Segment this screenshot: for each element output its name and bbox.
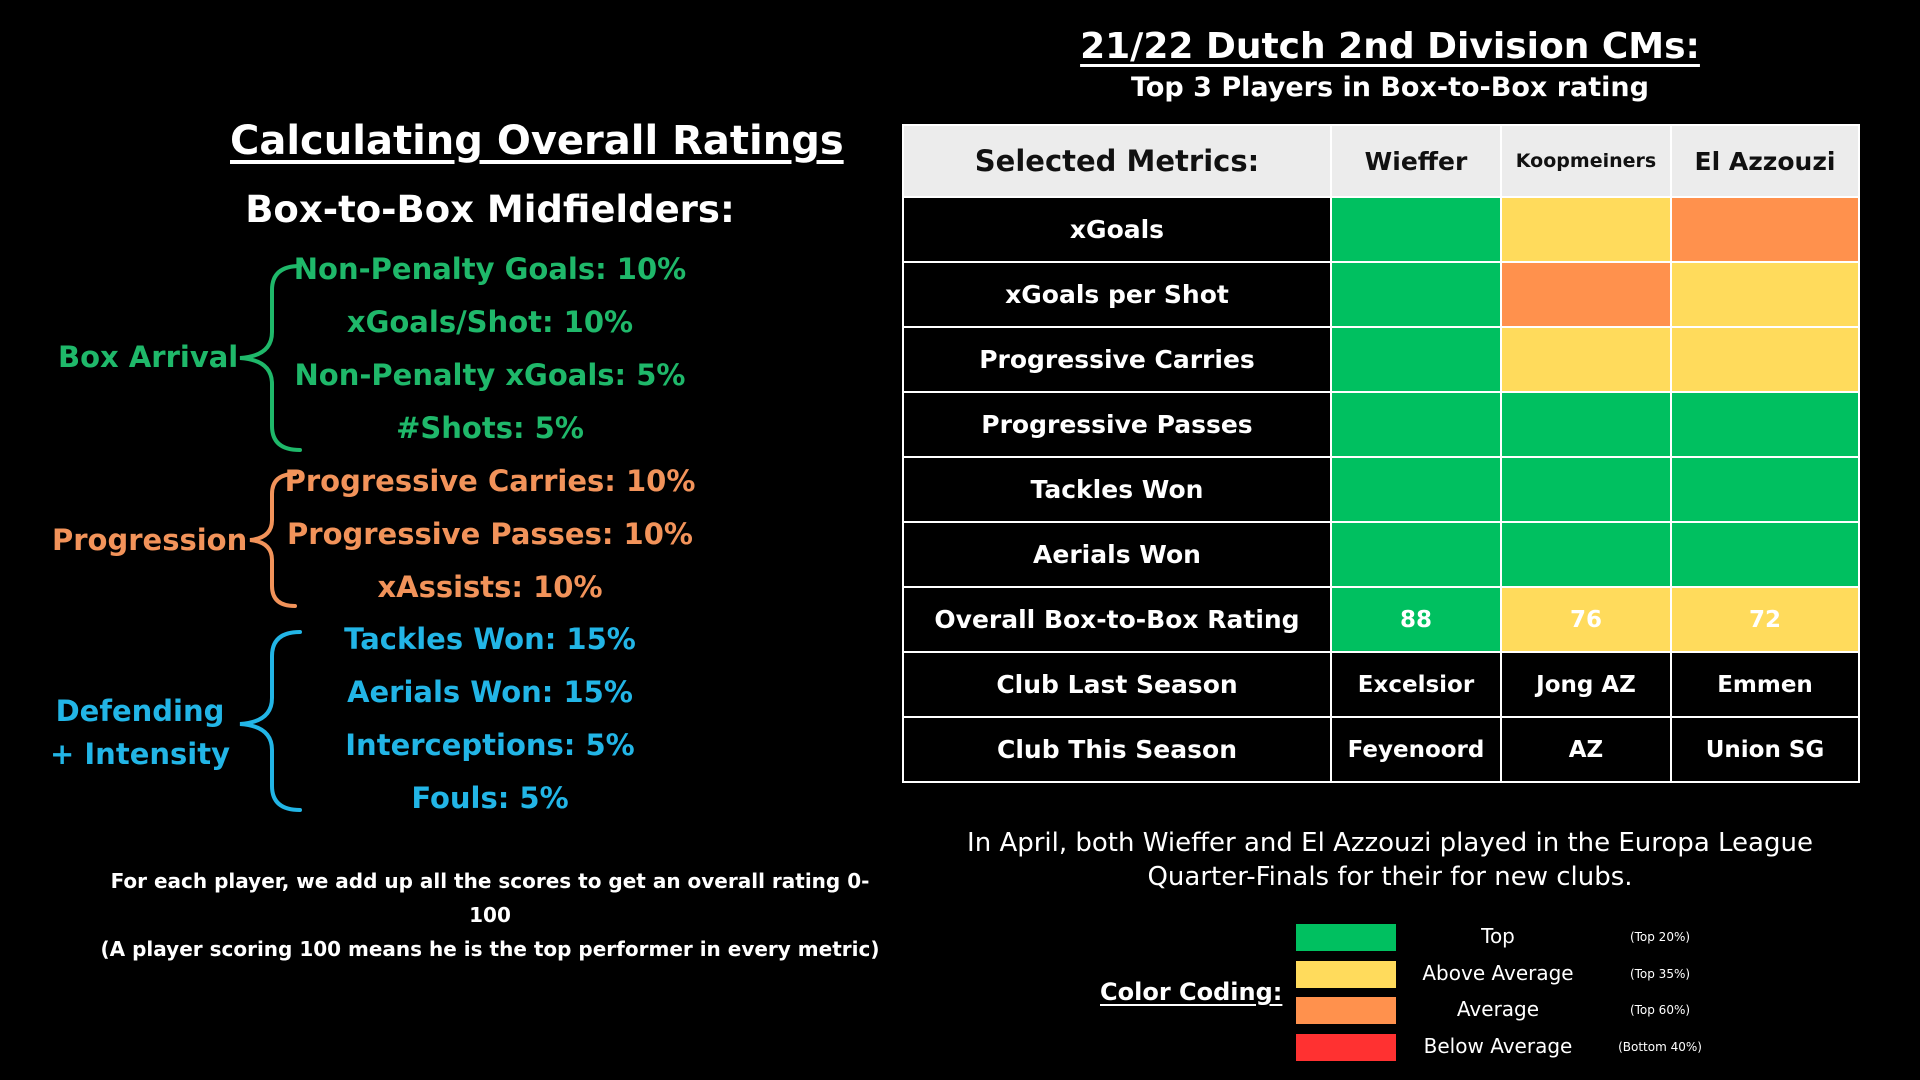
rating-wieffer: 88 — [1330, 586, 1502, 653]
cell-progressive-carries-koopmeiners — [1500, 326, 1672, 393]
cell-aerials-won-el-azzouzi — [1670, 521, 1860, 588]
row-label-club-last-season: Club Last Season — [902, 651, 1332, 718]
rating-koopmeiners: 76 — [1500, 586, 1672, 653]
metric-aerials-won: Aerials Won: 15% — [347, 675, 633, 709]
metric-xgoals-shot: xGoals/Shot: 10% — [346, 305, 634, 339]
legend-title: Color Coding: — [1100, 978, 1283, 1006]
cell-progressive-passes-el-azzouzi — [1670, 391, 1860, 458]
right-title: 21/22 Dutch 2nd Division CMs: — [1080, 26, 1700, 67]
table-row: Aerials Won — [902, 521, 1860, 588]
header-player-wieffer: Wieffer — [1330, 124, 1502, 198]
legend-range-below-average: (Bottom 40%) — [1618, 1040, 1702, 1054]
note-line2: Quarter-Finals for their for new clubs. — [1147, 862, 1633, 892]
legend-range-above-average: (Top 35%) — [1629, 967, 1691, 981]
metric-progressive-passes: Progressive Passes: 10% — [287, 517, 693, 551]
legend-label-top: Top — [1481, 924, 1515, 948]
footnote: For each player, we add up all the score… — [100, 864, 880, 966]
header-selected-metrics: Selected Metrics: — [902, 124, 1332, 198]
group-label-defending-line1: Defending — [55, 694, 225, 728]
club-this-el-azzouzi: Union SG — [1670, 716, 1860, 783]
metric-xassists: xAssists: 10% — [377, 570, 603, 604]
cell-xgoals-wieffer — [1330, 196, 1502, 263]
footnote-line2: (A player scoring 100 means he is the to… — [100, 937, 880, 961]
row-label-xgoals: xGoals — [902, 196, 1332, 263]
cell-progressive-passes-koopmeiners — [1500, 391, 1672, 458]
group-label-progression: Progression — [52, 523, 248, 557]
row-label-club-this-season: Club This Season — [902, 716, 1332, 783]
europa-league-note: In April, both Wieffer and El Azzouzi pl… — [960, 826, 1820, 894]
table-row: Club This Season Feyenoord AZ Union SG — [902, 716, 1860, 783]
table-row: Progressive Carries — [902, 326, 1860, 393]
group-brackets — [239, 264, 302, 812]
cell-aerials-won-koopmeiners — [1500, 521, 1672, 588]
row-label-xgoals-per-shot: xGoals per Shot — [902, 261, 1332, 328]
legend-label-average: Average — [1456, 997, 1540, 1021]
legend-label-above-average: Above Average — [1422, 961, 1574, 985]
legend-swatch-above-average — [1296, 961, 1396, 988]
cell-xgoals-per-shot-koopmeiners — [1500, 261, 1672, 328]
metric-interceptions: Interceptions: 5% — [345, 728, 635, 762]
cell-tackles-won-wieffer — [1330, 456, 1502, 523]
rating-el-azzouzi: 72 — [1670, 586, 1860, 653]
cell-tackles-won-koopmeiners — [1500, 456, 1672, 523]
club-last-el-azzouzi: Emmen — [1670, 651, 1860, 718]
metric-progressive-carries: Progressive Carries: 10% — [284, 464, 696, 498]
group-label-defending-line2: + Intensity — [50, 737, 230, 771]
cell-xgoals-per-shot-el-azzouzi — [1670, 261, 1860, 328]
defending-bracket — [239, 630, 302, 812]
footnote-line1: For each player, we add up all the score… — [110, 869, 870, 927]
table-row: xGoals per Shot — [902, 261, 1860, 328]
progression-bracket — [249, 472, 297, 608]
club-last-wieffer: Excelsior — [1330, 651, 1502, 718]
row-label-progressive-passes: Progressive Passes — [902, 391, 1332, 458]
group-label-box-arrival: Box Arrival — [58, 340, 239, 374]
left-subtitle: Box-to-Box Midfielders: — [245, 188, 735, 231]
cell-progressive-carries-el-azzouzi — [1670, 326, 1860, 393]
row-label-tackles-won: Tackles Won — [902, 456, 1332, 523]
right-subtitle: Top 3 Players in Box-to-Box rating — [1131, 72, 1649, 103]
row-label-progressive-carries: Progressive Carries — [902, 326, 1332, 393]
metric-non-penalty-goals: Non-Penalty Goals: 10% — [293, 252, 687, 286]
ratings-table: Selected Metrics: Wieffer Koopmeiners El… — [902, 124, 1860, 783]
table-row: Tackles Won — [902, 456, 1860, 523]
table-row: Progressive Passes — [902, 391, 1860, 458]
table-header-row: Selected Metrics: Wieffer Koopmeiners El… — [902, 124, 1860, 198]
box-arrival-bracket — [239, 264, 302, 452]
metric-non-penalty-xgoals: Non-Penalty xGoals: 5% — [294, 358, 686, 392]
row-label-overall-rating: Overall Box-to-Box Rating — [902, 586, 1332, 653]
cell-xgoals-per-shot-wieffer — [1330, 261, 1502, 328]
cell-xgoals-koopmeiners — [1500, 196, 1672, 263]
cell-xgoals-el-azzouzi — [1670, 196, 1860, 263]
club-this-koopmeiners: AZ — [1500, 716, 1672, 783]
row-label-aerials-won: Aerials Won — [902, 521, 1332, 588]
note-line1: In April, both Wieffer and El Azzouzi pl… — [967, 828, 1813, 858]
table-row: Club Last Season Excelsior Jong AZ Emmen — [902, 651, 1860, 718]
table-row: xGoals — [902, 196, 1860, 263]
cell-tackles-won-el-azzouzi — [1670, 456, 1860, 523]
legend-swatch-below-average — [1296, 1034, 1396, 1061]
cell-progressive-carries-wieffer — [1330, 326, 1502, 393]
club-last-koopmeiners: Jong AZ — [1500, 651, 1672, 718]
legend-range-average: (Top 60%) — [1629, 1003, 1691, 1017]
table-row: Overall Box-to-Box Rating 88 76 72 — [902, 586, 1860, 653]
legend-swatch-average — [1296, 997, 1396, 1024]
legend-label-below-average: Below Average — [1423, 1034, 1573, 1058]
metric-tackles-won: Tackles Won: 15% — [344, 622, 636, 656]
cell-aerials-won-wieffer — [1330, 521, 1502, 588]
header-player-el-azzouzi: El Azzouzi — [1670, 124, 1860, 198]
group-label-defending: Defending + Intensity — [40, 690, 240, 776]
club-this-wieffer: Feyenoord — [1330, 716, 1502, 783]
legend-swatch-top — [1296, 924, 1396, 951]
metric-fouls: Fouls: 5% — [411, 781, 569, 815]
legend-range-top: (Top 20%) — [1629, 930, 1691, 944]
left-title: Calculating Overall Ratings — [230, 118, 844, 164]
cell-progressive-passes-wieffer — [1330, 391, 1502, 458]
metric-shots: #Shots: 5% — [396, 411, 584, 445]
header-player-koopmeiners: Koopmeiners — [1500, 124, 1672, 198]
